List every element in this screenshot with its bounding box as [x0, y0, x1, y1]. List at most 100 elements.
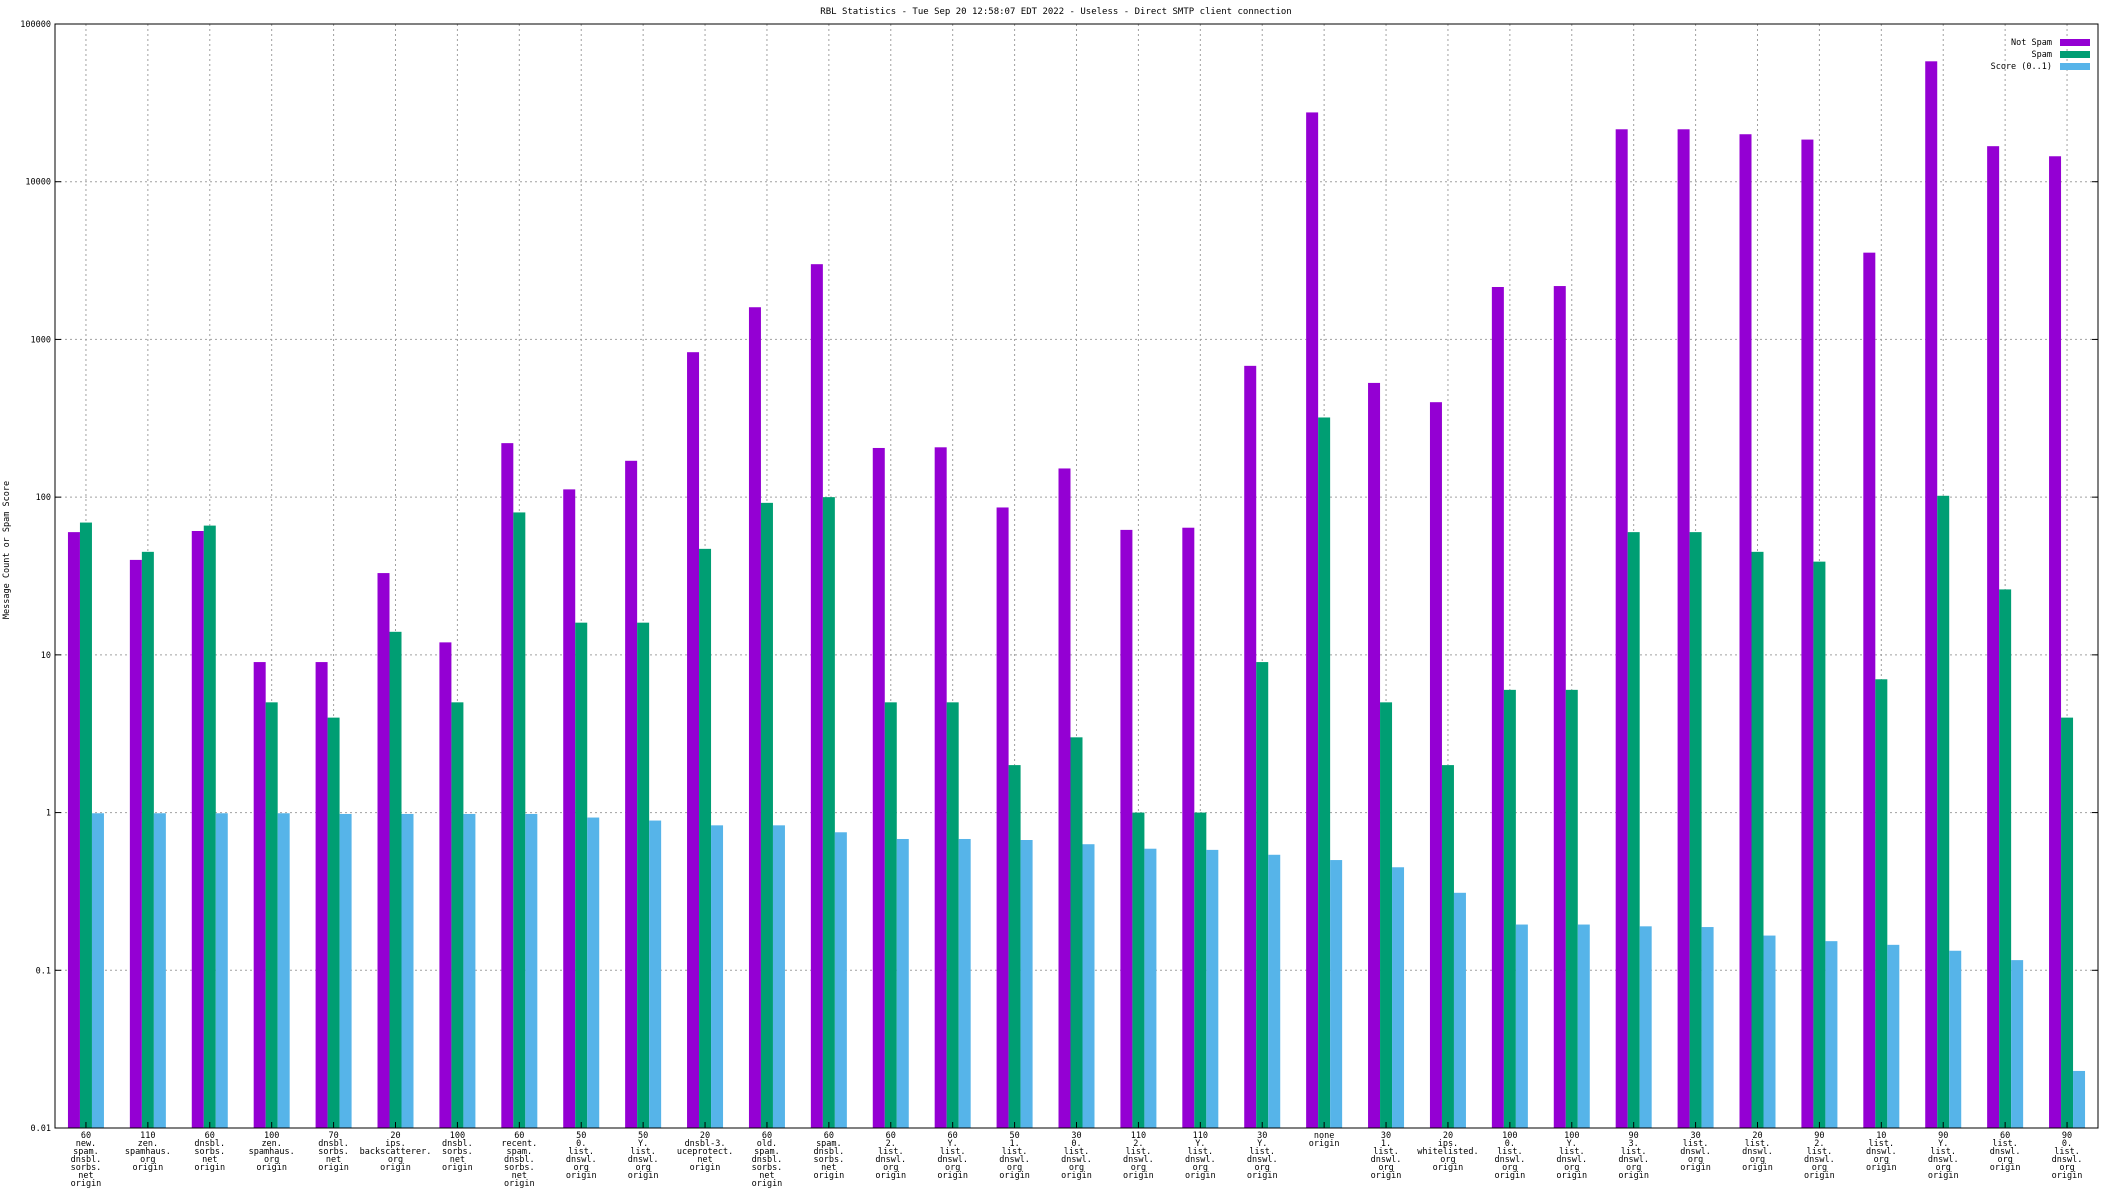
bar-score-0-1 [1701, 927, 1714, 1128]
bar-score-0-1 [525, 813, 538, 1128]
bar-not-spam [67, 532, 80, 1128]
bar-not-spam [1739, 134, 1752, 1128]
bar-score-0-1 [91, 813, 104, 1128]
legend-label: Not Spam [2011, 38, 2052, 48]
bar-score-0-1 [401, 813, 414, 1128]
bar-spam [79, 522, 92, 1128]
legend-label: Score (0..1) [1991, 62, 2052, 72]
x-category-label: 90 0. list. dnswl. org origin [2052, 1131, 2083, 1181]
x-category-label: 60 spam. dnsbl. sorbs. net origin [814, 1131, 845, 1181]
bar-spam [389, 631, 402, 1128]
bar-spam [1503, 689, 1516, 1128]
bar-score-0-1 [1949, 950, 1962, 1128]
bar-spam [265, 702, 278, 1128]
x-category-label: 20 list. dnswl. org origin [1742, 1131, 1773, 1173]
bar-score-0-1 [1453, 892, 1466, 1128]
chart-title: RBL Statistics - Tue Sep 20 12:58:07 EDT… [820, 7, 1291, 17]
y-tick-label: 0.01 [31, 1124, 51, 1134]
bar-not-spam [872, 447, 885, 1128]
bar-spam [1441, 765, 1454, 1128]
bar-score-0-1 [1392, 867, 1405, 1128]
bar-score-0-1 [2073, 1070, 2086, 1128]
bar-score-0-1 [1515, 924, 1528, 1128]
bar-not-spam [1615, 129, 1628, 1128]
bar-spam [327, 717, 340, 1128]
legend: Not Spam Spam Score (0..1) [1991, 38, 2090, 72]
bar-spam [2061, 717, 2074, 1128]
x-category-label: 100 zen. spamhaus. org origin [249, 1131, 295, 1173]
bar-not-spam [748, 307, 761, 1128]
bar-score-0-1 [1577, 924, 1590, 1128]
bar-score-0-1 [1330, 860, 1343, 1128]
bar-not-spam [253, 662, 266, 1128]
bar-spam [699, 548, 712, 1128]
x-category-label: 110 zen. spamhaus. org origin [125, 1131, 171, 1173]
bar-spam [1318, 417, 1331, 1128]
x-category-label: 110 2. list. dnswl. org origin [1123, 1131, 1154, 1181]
bar-spam [451, 702, 464, 1128]
bar-not-spam [996, 507, 1009, 1128]
bar-not-spam [377, 573, 390, 1128]
bar-spam [1132, 812, 1145, 1128]
x-axis-labels: 60 new. spam. dnsbl. sorbs. net origin 110 zen. s… [71, 1122, 2083, 1188]
x-category-label: 90 2. list. dnswl. org origin [1804, 1131, 1835, 1181]
bar-score-0-1 [339, 813, 352, 1128]
x-category-label: 60 list. dnswl. org origin [1990, 1131, 2021, 1173]
bar-not-spam [934, 447, 947, 1128]
bar-score-0-1 [834, 832, 847, 1128]
bar-score-0-1 [711, 825, 724, 1128]
x-category-label: 60 old. spam. dnsbl. sorbs. net origin [752, 1131, 783, 1188]
bar-score-0-1 [1268, 854, 1281, 1128]
bar-not-spam [2049, 156, 2062, 1128]
bar-score-0-1 [463, 813, 476, 1128]
x-category-label: 70 dnsbl. sorbs. net origin [318, 1131, 349, 1173]
y-tick-label: 100000 [20, 20, 51, 30]
bar-score-0-1 [1763, 935, 1776, 1128]
x-category-label: 60 recent. spam. dnsbl. sorbs. net origin [501, 1131, 537, 1188]
x-category-label: 90 Y. list. dnswl. org origin [1928, 1131, 1959, 1181]
bar-score-0-1 [277, 813, 290, 1128]
x-category-label: 30 1. list. dnswl. org origin [1371, 1131, 1402, 1181]
bar-score-0-1 [215, 813, 228, 1128]
bar-score-0-1 [1825, 941, 1838, 1128]
bar-not-spam [1801, 139, 1814, 1128]
bar-score-0-1 [1206, 849, 1219, 1128]
y-tick-label: 0.1 [36, 966, 51, 976]
y-axis-ticks: 0.01 0.1 1 10 100 1000 10000 100000 [20, 20, 2098, 1134]
bar-score-0-1 [958, 838, 971, 1128]
x-category-label: 50 Y. list. dnswl. org origin [628, 1131, 659, 1181]
bar-spam [1194, 812, 1207, 1128]
bar-not-spam [1863, 252, 1876, 1128]
bar-spam [1008, 765, 1021, 1128]
x-category-label: 60 new. spam. dnsbl. sorbs. net origin [71, 1131, 102, 1188]
bar-spam [822, 497, 835, 1129]
x-category-label: 60 Y. list. dnswl. org origin [937, 1131, 968, 1181]
bar-score-0-1 [587, 817, 600, 1128]
x-category-label: 50 1. list. dnswl. org origin [999, 1131, 1030, 1181]
bar-not-spam [1987, 146, 2000, 1128]
y-axis-label: Message Count or Spam Score [2, 481, 12, 619]
bar-spam [1999, 589, 2012, 1128]
bar-not-spam [1491, 286, 1504, 1128]
bar-not-spam [315, 662, 328, 1128]
bar-not-spam [625, 460, 638, 1129]
bar-not-spam [687, 352, 700, 1128]
bar-not-spam [1182, 527, 1195, 1128]
bar-not-spam [1429, 402, 1442, 1128]
bar-not-spam [1306, 112, 1319, 1129]
bar-score-0-1 [896, 838, 909, 1128]
legend-swatch [2060, 51, 2090, 58]
bar-not-spam [1058, 468, 1071, 1129]
bar-spam [203, 525, 216, 1128]
bar-not-spam [1368, 382, 1381, 1129]
x-category-label: none origin [1309, 1131, 1340, 1149]
bar-spam [1875, 679, 1888, 1128]
bar-score-0-1 [1887, 944, 1900, 1128]
legend-swatch [2060, 39, 2090, 46]
x-category-label: 100 Y. list. dnswl. org origin [1556, 1131, 1587, 1181]
y-tick-label: 10000 [25, 178, 51, 188]
bar-score-0-1 [1144, 848, 1157, 1128]
bar-spam [760, 502, 773, 1129]
y-tick-label: 1000 [31, 335, 51, 345]
bar-not-spam [191, 530, 204, 1128]
